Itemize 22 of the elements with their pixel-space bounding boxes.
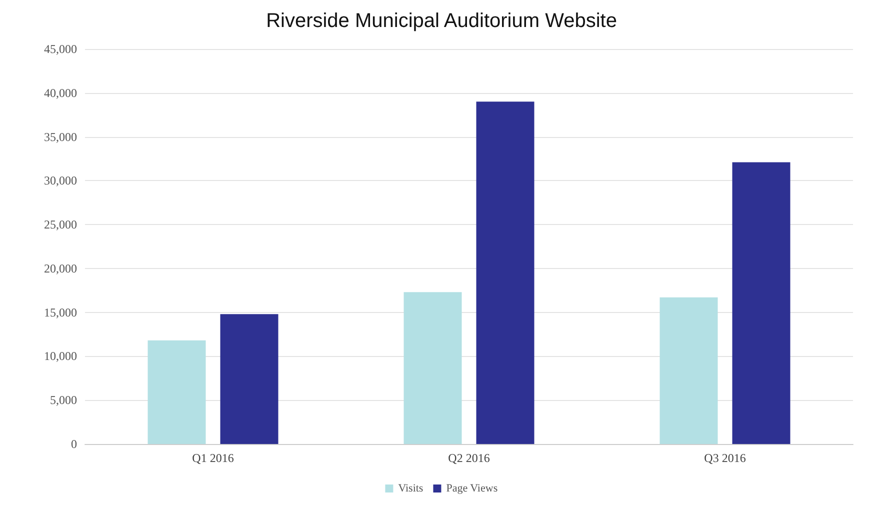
x-tick-label: Q3 2016 xyxy=(704,451,746,465)
chart-title: Riverside Municipal Auditorium Website xyxy=(266,10,617,32)
y-tick-label: 40,000 xyxy=(44,86,77,100)
legend-label: Page Views xyxy=(446,482,498,494)
legend-label: Visits xyxy=(398,482,424,494)
y-tick-label: 0 xyxy=(71,437,77,451)
y-tick-label: 35,000 xyxy=(44,130,77,144)
bar xyxy=(476,102,534,444)
bar xyxy=(148,340,206,444)
y-tick-label: 10,000 xyxy=(44,349,77,364)
bar xyxy=(220,314,278,444)
bar xyxy=(660,297,718,444)
y-tick-label: 5,000 xyxy=(50,393,77,408)
bar xyxy=(732,162,790,444)
y-tick-label: 45,000 xyxy=(44,42,77,56)
x-tick-label: Q1 2016 xyxy=(192,451,234,465)
y-tick-label: 25,000 xyxy=(44,218,77,232)
y-tick-label: 15,000 xyxy=(44,305,77,320)
y-tick-label: 30,000 xyxy=(44,174,77,188)
bar xyxy=(404,292,462,444)
x-tick-label: Q2 2016 xyxy=(448,451,490,465)
y-tick-label: 20,000 xyxy=(44,261,77,276)
